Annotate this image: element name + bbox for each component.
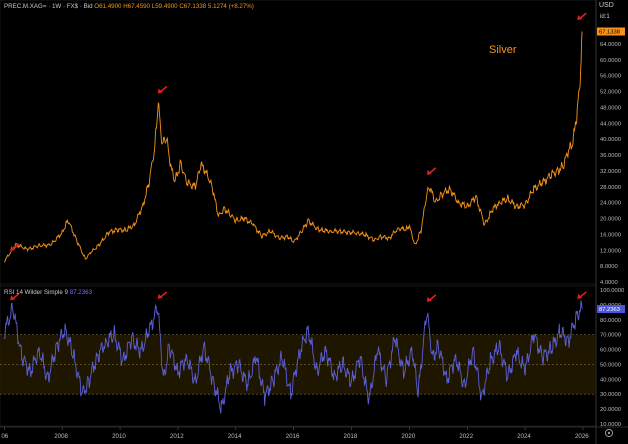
price-arrow-marker-3 <box>577 12 587 21</box>
rsi-axis-tick: 50.0000 <box>600 362 621 368</box>
settings-icon[interactable] <box>604 428 614 438</box>
source: FX$ <box>66 3 79 10</box>
time-axis-tick: 2012 <box>170 433 184 440</box>
rsi-header: RSI 14 Wilder Simple 9 87.2363 <box>4 289 92 296</box>
arrow-layer <box>10 12 587 302</box>
rsi-label[interactable]: RSI 14 Wilder Simple 9 <box>4 289 68 296</box>
time-axis-tick: 2020 <box>401 433 415 440</box>
high-value: H67.4590 <box>123 3 151 10</box>
price-axis-tick: 64.0000 <box>600 42 621 48</box>
time-axis-tick: 2024 <box>517 433 531 440</box>
rsi-axis-tick: 60.0000 <box>600 348 621 354</box>
rsi-axis-tick: 40.0000 <box>600 377 621 383</box>
change-value: 5.1274 (+8.27%) <box>207 3 254 10</box>
y-axis-layer: 4.0000 8.0000 12.0000 16.0000 20.0000 24.0000… <box>597 27 625 428</box>
time-axis-tick: 2010 <box>112 433 126 440</box>
rsi-axis-tick: 20.0000 <box>600 407 621 413</box>
rsi-axis-tick: 80.0000 <box>600 318 621 324</box>
rsi-arrow-marker-3 <box>577 291 587 299</box>
rsi-axis-tick: 10.0000 <box>600 422 621 428</box>
time-axis-tick: 06 <box>1 433 8 440</box>
silver-annotation: Silver <box>489 44 517 56</box>
time-axis-tick: 2008 <box>54 433 68 440</box>
low-value: L59.4900 <box>151 3 178 10</box>
price-axis-tick: 60.0000 <box>600 58 621 64</box>
price-arrow-marker-1 <box>157 85 168 94</box>
rsi-arrow-marker-1 <box>157 291 168 299</box>
symbol-header: PREC.M.XAG= · 1W · FX$ · Bid O61.4900 H6… <box>4 3 254 10</box>
open-value: O61.4900 <box>94 3 122 10</box>
rsi-arrow-marker-0 <box>10 292 20 301</box>
price-side: Bid <box>83 3 93 10</box>
x-axis-layer: 06 2008 2010 2012 2014 2016 2018 2020 2022 2024 20… <box>1 427 589 440</box>
interval[interactable]: 1W <box>51 3 62 10</box>
price-axis-tick: 52.0000 <box>600 90 621 96</box>
rsi-last-value-tag: 87.2363 <box>597 304 625 313</box>
rsi-series-line <box>3 300 583 414</box>
time-axis-tick: 2026 <box>575 433 589 440</box>
price-axis-tick: 44.0000 <box>600 121 621 127</box>
rsi-axis-tick: 70.0000 <box>600 333 621 339</box>
svg-text:67.1338: 67.1338 <box>599 30 620 36</box>
rsi-value: 87.2363 <box>69 289 93 296</box>
price-axis-tick: 32.0000 <box>600 169 621 175</box>
price-axis-tick: 4.0000 <box>600 280 618 286</box>
price-arrow-marker-0 <box>10 243 20 252</box>
price-axis-tick: 16.0000 <box>600 232 621 238</box>
rsi-layer <box>3 300 583 414</box>
price-axis-tick: 40.0000 <box>600 137 621 143</box>
scale-label[interactable]: id:1 <box>600 14 610 20</box>
svg-text:87.2363: 87.2363 <box>599 307 620 313</box>
price-axis-tick: 24.0000 <box>600 201 621 207</box>
time-axis-tick: 2022 <box>459 433 473 440</box>
time-axis-tick: 2016 <box>286 433 300 440</box>
price-series-line <box>4 31 583 263</box>
price-axis-tick: 12.0000 <box>600 248 621 254</box>
rsi-axis-tick: 30.0000 <box>600 392 621 398</box>
close-value: C67.1338 <box>179 3 207 10</box>
price-layer <box>4 31 583 263</box>
price-axis-tick: 8.0000 <box>600 264 618 270</box>
time-axis-tick: 2014 <box>228 433 242 440</box>
price-axis-tick: 48.0000 <box>600 105 621 111</box>
price-arrow-marker-2 <box>426 167 437 175</box>
time-axis-tick: 2018 <box>344 433 358 440</box>
symbol-name[interactable]: PREC.M.XAG= <box>4 3 47 10</box>
currency-label[interactable]: USD <box>599 2 614 9</box>
rsi-arrow-marker-2 <box>426 294 437 302</box>
rsi-axis-tick: 100.0000 <box>600 288 624 294</box>
price-last-value-tag: 67.1338 <box>597 27 625 36</box>
price-axis-tick: 36.0000 <box>600 153 621 159</box>
price-axis-tick: 28.0000 <box>600 185 621 191</box>
price-axis-tick: 56.0000 <box>600 74 621 80</box>
price-axis-tick: 20.0000 <box>600 217 621 223</box>
price-pane[interactable] <box>0 0 597 285</box>
